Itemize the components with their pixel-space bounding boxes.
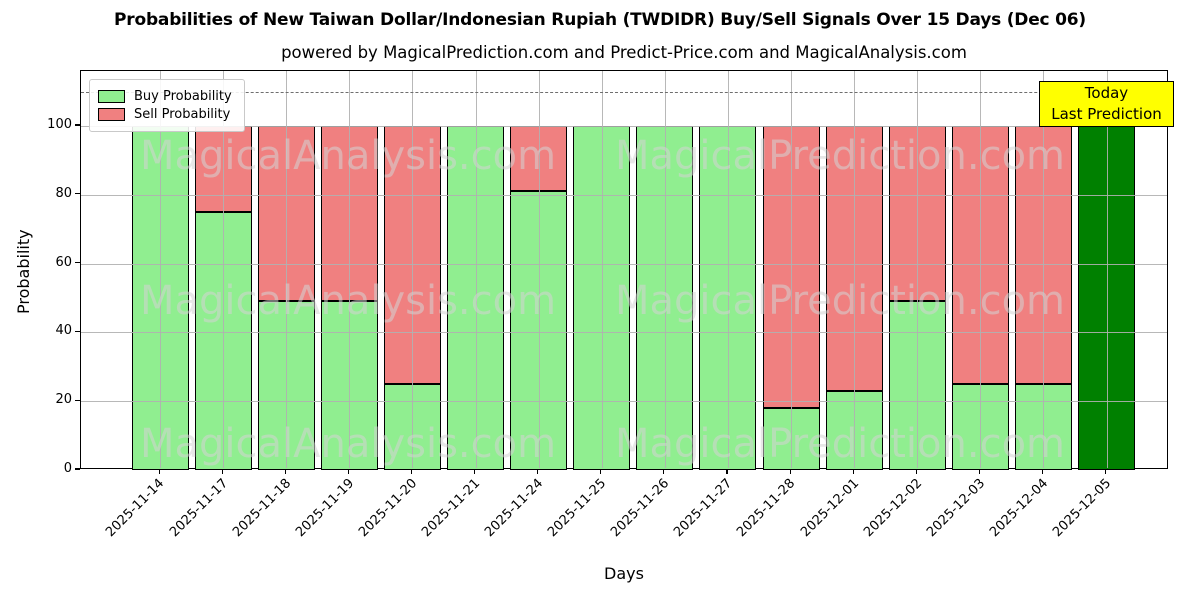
x-tick-2025-11-19: [347, 469, 349, 474]
chart-title: Probabilities of New Taiwan Dollar/Indon…: [114, 10, 1086, 30]
plot-area: MagicalAnalysis.com MagicalPrediction.com…: [80, 70, 1168, 470]
vertical-gridline-2025-11-26: [664, 71, 666, 468]
x-tick-2025-11-14: [158, 469, 160, 474]
vertical-gridline-2025-11-14: [160, 71, 161, 468]
y-tick-20: [75, 399, 80, 401]
today-annotation-line1: Today: [1084, 84, 1129, 102]
vertical-gridline-2025-11-21: [475, 71, 477, 468]
x-tick-2025-11-17: [221, 469, 223, 474]
sell-legend-label: Sell Probability: [134, 107, 231, 122]
vertical-gridline-2025-11-27: [727, 71, 729, 468]
x-tick-2025-12-01: [852, 469, 854, 474]
x-tick-2025-11-26: [663, 469, 665, 474]
x-tick-label-2025-11-19: 2025-11-19: [292, 476, 357, 541]
chart-subtitle: powered by MagicalPrediction.com and Pre…: [281, 43, 967, 62]
x-tick-2025-11-24: [537, 469, 539, 474]
legend: Buy Probability Sell Probability: [89, 79, 245, 132]
horizontal-gridline-60: [81, 263, 1167, 265]
x-tick-2025-12-04: [1041, 469, 1044, 474]
x-tick-label-2025-12-01: 2025-12-01: [797, 476, 862, 541]
threshold-dashed-line: [81, 91, 1167, 93]
x-tick-label-2025-12-03: 2025-12-03: [923, 476, 988, 541]
x-tick-label-2025-11-28: 2025-11-28: [734, 476, 799, 541]
x-tick-2025-12-05: [1105, 469, 1107, 474]
x-tick-label-2025-11-17: 2025-11-17: [166, 476, 231, 541]
vertical-gridline-2025-11-17: [223, 71, 225, 468]
y-tick-label-0: 0: [63, 461, 72, 476]
x-tick-label-2025-11-24: 2025-11-24: [482, 476, 547, 541]
sell-legend-swatch: [98, 108, 125, 121]
y-tick-80: [75, 193, 80, 195]
x-tick-label-2025-11-14: 2025-11-14: [103, 476, 168, 541]
x-tick-label-2025-11-21: 2025-11-21: [419, 476, 484, 541]
y-tick-60: [75, 262, 80, 264]
vertical-gridline-2025-12-02: [917, 71, 919, 468]
vertical-gridline-2025-11-24: [538, 71, 540, 468]
horizontal-gridline-20: [81, 401, 1167, 403]
legend-item-sell: Sell Probability: [98, 107, 232, 122]
x-tick-2025-11-21: [474, 469, 476, 474]
x-tick-2025-12-02: [915, 469, 917, 474]
vertical-gridline-2025-11-19: [349, 71, 351, 468]
today-annotation-line2: Last Prediction: [1051, 105, 1162, 123]
x-tick-2025-12-03: [978, 469, 980, 474]
x-tick-label-2025-12-02: 2025-12-02: [860, 476, 925, 541]
x-tick-label-2025-12-05: 2025-12-05: [1050, 476, 1115, 541]
y-tick-40: [75, 330, 80, 332]
x-tick-label-2025-11-18: 2025-11-18: [229, 476, 294, 541]
horizontal-gridline-80: [81, 194, 1167, 196]
y-tick-label-40: 40: [55, 323, 72, 339]
y-tick-label-20: 20: [55, 392, 72, 408]
vertical-gridline-2025-12-04: [1043, 71, 1045, 468]
x-tick-2025-11-27: [726, 469, 728, 474]
x-tick-label-2025-11-27: 2025-11-27: [671, 476, 736, 541]
x-tick-2025-11-18: [284, 469, 286, 474]
vertical-gridline-2025-12-05: [1106, 71, 1108, 468]
x-tick-2025-11-20: [410, 469, 413, 474]
y-tick-label-80: 80: [55, 185, 72, 201]
legend-item-buy: Buy Probability: [98, 89, 232, 104]
x-tick-label-2025-12-04: 2025-12-04: [986, 476, 1052, 541]
vertical-gridline-2025-12-03: [980, 71, 982, 468]
vertical-gridline-2025-11-20: [412, 71, 414, 468]
x-tick-2025-11-25: [600, 469, 602, 474]
x-tick-label-2025-11-25: 2025-11-25: [545, 476, 610, 541]
y-tick-0: [75, 468, 80, 470]
x-axis-label: Days: [604, 564, 644, 583]
vertical-gridline-2025-12-01: [854, 71, 856, 468]
vertical-gridline-2025-11-25: [601, 71, 603, 468]
y-tick-label-60: 60: [55, 254, 72, 270]
y-tick-100: [75, 124, 80, 126]
horizontal-gridline-40: [81, 332, 1167, 334]
x-tick-label-2025-11-20: 2025-11-20: [355, 476, 421, 541]
x-tick-2025-11-28: [789, 469, 791, 474]
x-tick-label-2025-11-26: 2025-11-26: [608, 476, 673, 541]
vertical-gridline-2025-11-18: [286, 71, 288, 468]
today-annotation-box: Today Last Prediction: [1039, 81, 1174, 127]
y-tick-label-100: 100: [47, 117, 72, 133]
buy-legend-swatch: [98, 90, 125, 103]
buy-legend-label: Buy Probability: [134, 89, 232, 104]
y-axis-label: Probability: [14, 229, 33, 314]
vertical-gridline-2025-11-28: [791, 71, 792, 468]
horizontal-gridline-100: [81, 126, 1167, 128]
